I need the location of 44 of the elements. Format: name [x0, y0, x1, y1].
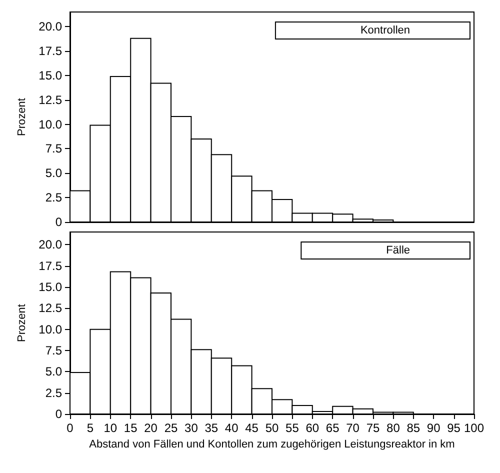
y-tick-label: 5.0	[45, 166, 62, 180]
x-tick-label: 10	[104, 421, 118, 435]
x-tick-label: 60	[306, 421, 320, 435]
x-tick-label: 55	[286, 421, 300, 435]
y-tick-label: 15.0	[38, 68, 62, 82]
x-tick-label: 70	[346, 421, 360, 435]
x-tick-label: 90	[426, 421, 441, 435]
y-tick-label: 15.0	[38, 280, 62, 294]
y-tick-label: 12.5	[38, 92, 62, 107]
y-tick-label: 0	[55, 407, 62, 421]
y-tick-label: 20.0	[38, 238, 62, 252]
x-axis-title: Abstand von Fällen und Kontollen zum zugehörigen Leistungsreaktor in km	[89, 438, 455, 450]
text: Kontrollen	[360, 24, 410, 36]
x-tick-label: 0	[66, 421, 74, 435]
x-tick-label: 5	[86, 421, 94, 435]
y-axis-title: Prozent	[16, 98, 28, 136]
y-tick-label: 17.5	[38, 44, 62, 58]
x-tick-label: 45	[245, 421, 259, 435]
text: Fälle	[386, 244, 410, 256]
y-tick-label: 2.5	[45, 386, 62, 400]
x-tick-label: 80	[386, 421, 400, 435]
x-tick-label: 35	[204, 421, 218, 435]
y-axis-title: Prozent	[16, 304, 28, 342]
y-tick-label: 0	[55, 215, 62, 229]
x-tick-label: 75	[366, 421, 380, 435]
x-tick-label: 85	[406, 421, 420, 435]
y-tick-label: 10.0	[38, 117, 62, 132]
y-tick-label: 17.5	[38, 258, 62, 273]
y-tick-label: 7.5	[45, 142, 62, 156]
y-tick-label: 12.5	[38, 301, 62, 316]
y-tick-label: 20.0	[38, 20, 62, 34]
x-tick-label: 95	[447, 421, 461, 435]
y-tick-label: 10.0	[38, 322, 62, 336]
x-tick-label: 50	[265, 421, 279, 435]
x-tick-label: 40	[224, 421, 239, 435]
x-tick-label: 100	[464, 421, 484, 435]
y-tick-label: 2.5	[45, 190, 62, 205]
x-tick-label: 30	[184, 421, 198, 435]
x-tick-label: 15	[124, 421, 138, 435]
x-tick-label: 20	[144, 421, 158, 435]
x-tick-label: 25	[164, 421, 178, 435]
y-tick-label: 7.5	[45, 344, 62, 358]
x-tick-label: 65	[326, 421, 340, 435]
y-tick-label: 5.0	[45, 364, 62, 379]
